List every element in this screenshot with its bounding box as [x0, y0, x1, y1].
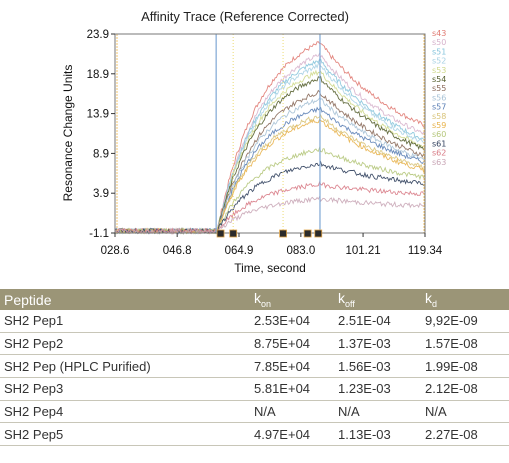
value-cell: 1.57E-08 — [421, 332, 509, 356]
legend-item-s55: s55 — [432, 84, 446, 93]
time-marker — [303, 229, 312, 238]
peptide-name-cell: SH2 Pep4 — [0, 400, 250, 424]
legend-item-s61: s61 — [432, 139, 446, 148]
value-cell: 2.12E-08 — [421, 377, 509, 401]
legend-item-s56: s56 — [432, 93, 446, 102]
x-tick-label: 064.9 — [225, 245, 254, 257]
series-line-s52 — [114, 63, 425, 235]
x-tick-label: 028.6 — [101, 245, 130, 257]
peptide-name-cell: SH2 Pep5 — [0, 422, 250, 447]
value-cell: 1.99E-08 — [421, 354, 509, 379]
series-line-s61 — [114, 160, 425, 235]
legend-item-s52: s52 — [432, 57, 446, 66]
value-cell: 7.85E+04 — [250, 354, 334, 379]
value-cell: 1.23E-03 — [334, 377, 421, 401]
series-line-s55 — [114, 89, 426, 235]
value-cell: 8.75E+04 — [250, 332, 334, 356]
y-tick-label: -1.1 — [89, 228, 109, 240]
peptide-name-cell: SH2 Pep2 — [0, 332, 250, 356]
legend-item-s59: s59 — [432, 121, 446, 130]
time-marker — [314, 229, 323, 238]
value-cell: N/A — [334, 400, 421, 424]
legend-item-s63: s63 — [432, 158, 446, 167]
value-cell: 1.13E-03 — [334, 422, 421, 447]
x-tick-label: 119.34 — [408, 245, 443, 257]
axes: -1.1 3.9 8.9 13.9 18.9 23.9 028.6 046.8 064.9 083… — [87, 29, 443, 257]
series-line-s60 — [114, 146, 426, 235]
time-marker — [229, 229, 238, 238]
value-cell: 2.27E-08 — [421, 422, 509, 447]
legend: s43s50s51s52s53s54s55s56s57s58s59s60s61s… — [432, 29, 446, 167]
legend-item-s62: s62 — [432, 149, 446, 158]
legend-item-s58: s58 — [432, 112, 446, 121]
value-cell: 9,92E-09 — [421, 310, 509, 333]
legend-item-s53: s53 — [432, 66, 446, 75]
chart-title: Affinity Trace (Reference Corrected) — [141, 9, 349, 24]
series-line-s62 — [114, 181, 426, 235]
value-cell: 2.51E-04 — [334, 310, 421, 333]
table-row: SH2 Pep3 5.81E+04 1.23E-03 2.12E-08 — [0, 377, 509, 401]
header-peptide: Peptide — [0, 289, 250, 310]
x-axis-label: Time, second — [234, 261, 306, 275]
value-cell: 1.37E-03 — [334, 332, 421, 356]
series-line-s59 — [114, 119, 425, 235]
y-tick-label: 13.9 — [87, 109, 109, 121]
plot-frame — [114, 33, 426, 234]
legend-item-s50: s50 — [432, 38, 446, 47]
kinetics-table: Peptide kon koff kd SH2 Pep1 2.53E+04 2.51… — [0, 289, 509, 447]
table-header-row: Peptide kon koff kd — [0, 289, 509, 310]
table-row: SH2 Pep2 8.75E+04 1.37E-03 1.57E-08 — [0, 332, 509, 356]
y-tick-label: 8.9 — [93, 148, 109, 160]
header-koff: koff — [334, 289, 421, 310]
y-tick-label: 3.9 — [93, 188, 109, 200]
x-tick-label: 083.0 — [286, 245, 315, 257]
time-marker — [216, 229, 225, 238]
series-line-s63 — [114, 195, 426, 236]
table-row: SH2 Pep5 4.97E+04 1.13E-03 2.27E-08 — [0, 422, 509, 447]
peptide-name-cell: SH2 Pep3 — [0, 377, 250, 401]
y-tick-label: 23.9 — [87, 29, 109, 41]
value-cell: 5.81E+04 — [250, 377, 334, 401]
header-kon: kon — [250, 289, 334, 310]
table-row: SH2 Pep (HPLC Purified) 7.85E+04 1.56E-03 1… — [0, 354, 509, 379]
value-cell: 2.53E+04 — [250, 310, 334, 333]
series-line-s58 — [114, 114, 425, 235]
legend-item-s57: s57 — [432, 103, 446, 112]
peptide-name-cell: SH2 Pep (HPLC Purified) — [0, 354, 250, 379]
x-tick-label: 101.21 — [345, 245, 380, 257]
plot-area — [114, 41, 426, 236]
series-line-s57 — [114, 106, 426, 235]
table-row: SH2 Pep4 N/A N/A N/A — [0, 400, 509, 424]
legend-item-s60: s60 — [432, 130, 446, 139]
series-line-s50 — [114, 52, 425, 235]
x-tick-label: 046.8 — [163, 245, 192, 257]
header-kd: kd — [421, 289, 509, 310]
y-tick-label: 18.9 — [87, 69, 109, 81]
value-cell: N/A — [250, 400, 334, 424]
affinity-trace-chart: Affinity Trace (Reference Corrected) -1.… — [61, 9, 446, 275]
legend-item-s43: s43 — [432, 29, 446, 38]
legend-item-s54: s54 — [432, 75, 446, 84]
value-cell: 1.56E-03 — [334, 354, 421, 379]
table-row: SH2 Pep1 2.53E+04 2.51E-04 9,92E-09 — [0, 310, 509, 333]
time-marker — [279, 229, 287, 238]
value-cell: 4.97E+04 — [250, 422, 334, 447]
value-cell: N/A — [421, 400, 509, 424]
y-axis-label: Resonance Change Units — [61, 65, 75, 202]
peptide-name-cell: SH2 Pep1 — [0, 310, 250, 333]
legend-item-s51: s51 — [432, 47, 446, 56]
